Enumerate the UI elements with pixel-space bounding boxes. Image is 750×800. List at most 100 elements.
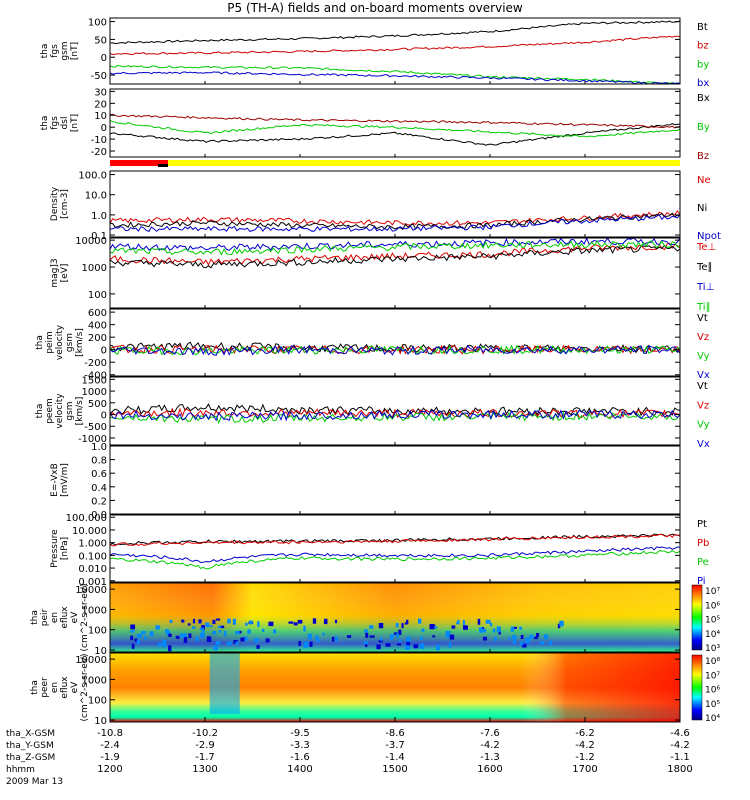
spectrogram-ion-cell xyxy=(322,632,325,636)
spectrogram-ion-cell xyxy=(456,621,460,625)
orbit-row-value: -7.6 xyxy=(480,728,500,739)
spectrogram-ion-cell xyxy=(217,625,222,628)
spectrogram-ion-cell xyxy=(421,628,425,632)
y-tick-label: 0.0 xyxy=(91,510,107,521)
spectrogram-ion-cell xyxy=(240,637,245,642)
spectrogram-ion-cell xyxy=(130,635,134,641)
orbit-row-label: tha_Z-GSM xyxy=(6,753,55,763)
y-tick-label: 600 xyxy=(88,308,107,319)
spectrogram-ion-cell xyxy=(346,635,352,638)
spectrogram-ion-cell xyxy=(334,619,338,624)
spectrogram-ion-cell xyxy=(168,633,172,638)
y-axis-label: velocity xyxy=(55,324,65,360)
spectrogram-ion-cell xyxy=(243,636,248,641)
y-tick-label: 0.010 xyxy=(78,564,107,575)
y-tick-label: 0.6 xyxy=(91,469,107,480)
y-tick-label: 10000 xyxy=(75,236,107,247)
spectrogram-ion-cell xyxy=(220,625,225,629)
spectrogram-ion-cell xyxy=(130,624,136,630)
series-line-ni xyxy=(109,212,681,231)
spectrogram-ion-cell xyxy=(209,625,213,628)
spectrogram-ion-cell xyxy=(254,638,259,643)
legend-pt: Pt xyxy=(697,519,707,530)
spectrogram-ion-cell xyxy=(166,630,171,637)
spectrogram-ion-cell xyxy=(162,639,167,646)
series-line-pb xyxy=(109,533,681,547)
spectrogram-ion-cell xyxy=(520,641,524,646)
orbit-row-value: -1.9 xyxy=(100,752,120,763)
spectrogram-ion-cell xyxy=(543,634,548,640)
y-tick-label: 10.0 xyxy=(85,191,107,202)
y-axis-label: peer xyxy=(40,677,50,698)
spectrogram-ion-cell xyxy=(479,627,483,632)
spectrogram-ion-cell xyxy=(144,636,147,641)
y-tick-label: 100.0 xyxy=(78,171,107,182)
spectrogram-ion-cell xyxy=(149,631,154,637)
y-tick-label: -1000 xyxy=(78,434,107,445)
legend-by: by xyxy=(697,59,709,70)
y-axis-label: tha xyxy=(40,44,50,59)
spectrogram-ion-cell xyxy=(201,629,205,632)
y-tick-label: 0.1 xyxy=(91,231,107,242)
y-tick-label: 1.000 xyxy=(78,539,107,550)
orbit-row-value: -4.2 xyxy=(670,740,690,751)
y-axis-label: tha xyxy=(30,610,40,625)
spectrogram-ion-cell xyxy=(227,618,231,624)
spectrogram-ion-cell xyxy=(405,643,411,650)
panel-frame xyxy=(109,17,681,85)
y-tick-label: 0.4 xyxy=(91,483,107,494)
y-tick-label: 100.000 xyxy=(66,513,107,524)
spectrogram-ion-cell xyxy=(520,634,524,640)
legend-by: By xyxy=(697,122,710,133)
spectrogram-ion-cell xyxy=(212,630,217,635)
spectrogram-ion-cell xyxy=(378,622,384,629)
spectrogram-ion-cell xyxy=(131,643,135,649)
spectrogram-ion-cell xyxy=(482,627,485,631)
orbit-row-value: -1.3 xyxy=(480,752,500,763)
y-tick-label: 10 xyxy=(94,111,107,122)
spectrogram-ion-cell xyxy=(508,637,512,640)
y-axis-label: [nPa] xyxy=(60,537,70,560)
spectrogram-ion-cell xyxy=(155,625,160,630)
legend-ti⊥: Ti⊥ xyxy=(696,282,714,293)
colorbar xyxy=(691,654,703,721)
y-tick-label: 100 xyxy=(88,696,107,707)
y-tick-label: 100 xyxy=(88,290,107,301)
colorbar-tick-label: 10⁴ xyxy=(705,714,720,724)
spectrogram-ion-cell xyxy=(215,618,221,621)
y-tick-label: 100 xyxy=(88,626,107,637)
y-tick-label: 1.0 xyxy=(91,211,107,222)
spectrogram-electron-overlay xyxy=(110,653,680,722)
orbit-row-value: 1300 xyxy=(192,764,217,775)
y-tick-label: 10 xyxy=(94,646,107,657)
legend-pe: Pe xyxy=(697,557,709,568)
spectrogram-ion-cell xyxy=(492,628,496,633)
y-axis-label: gsm xyxy=(65,401,75,420)
series-line-te⊥ xyxy=(109,242,681,266)
spectrogram-ion-cell xyxy=(529,634,534,639)
spectrogram-ion-cell xyxy=(179,633,185,638)
spectrogram-ion-cell xyxy=(364,629,368,633)
y-axis-label: en xyxy=(50,612,60,623)
orbit-row-value: 1500 xyxy=(382,764,407,775)
y-tick-label: 0.100 xyxy=(78,551,107,562)
spectrogram-ion-cell xyxy=(157,643,162,647)
spectrogram-ion-cell xyxy=(205,622,210,628)
spectrogram-ion-cell xyxy=(273,629,277,634)
spectrogram-ion-cell xyxy=(432,624,436,630)
series-line-ti∥ xyxy=(109,240,681,256)
spectrogram-ion-cell xyxy=(496,626,501,633)
colorbar-tick-label: 10⁶ xyxy=(705,686,720,696)
spectrogram-ion-cell xyxy=(169,619,173,623)
y-tick-label: -50 xyxy=(91,71,107,82)
colorbar-tick-label: 10⁶ xyxy=(705,601,720,611)
y-axis-label: (cm^2-s-sr-eV) xyxy=(80,654,90,722)
y-tick-label: 1000 xyxy=(82,605,107,616)
series-line-ti⊥ xyxy=(109,237,681,252)
spectrogram-ion-cell xyxy=(164,629,169,634)
legend-npot: Npot xyxy=(697,231,721,242)
spectrogram-ion-cell xyxy=(385,643,391,647)
spectrogram-ion-cell xyxy=(309,641,313,647)
spectrogram-ion-cell xyxy=(268,621,274,627)
date-label: 2009 Mar 13 xyxy=(6,777,63,787)
